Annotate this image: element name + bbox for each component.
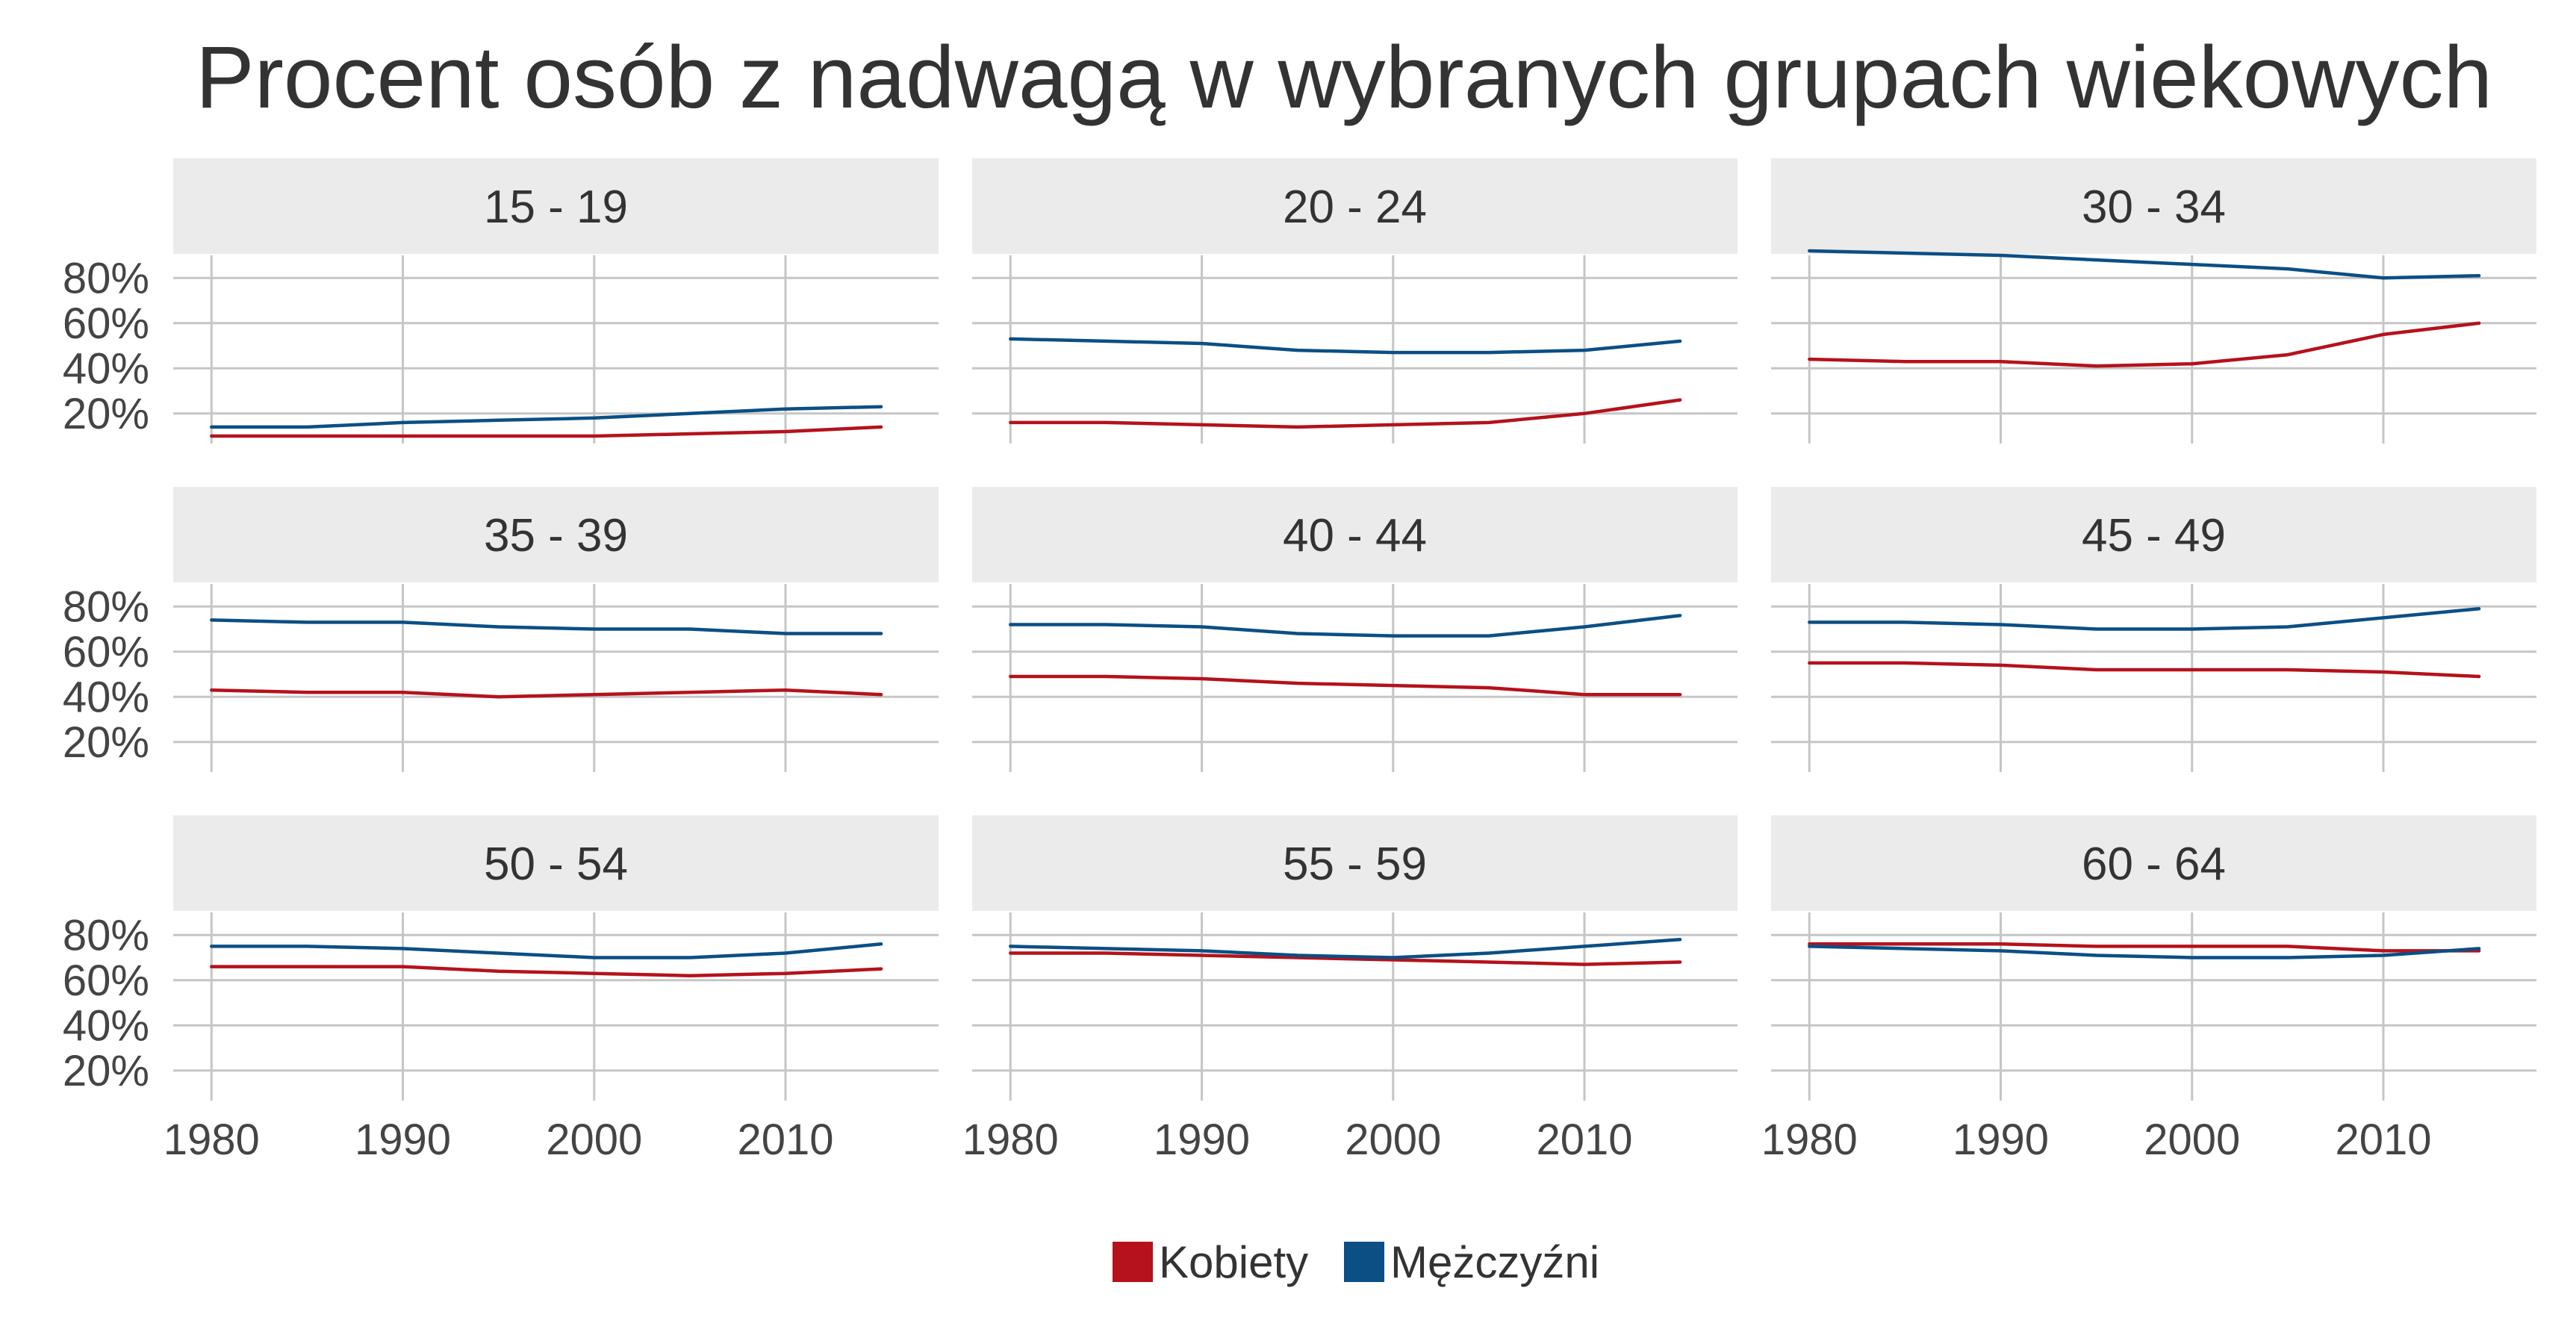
y-tick-label: 40% [63, 344, 149, 393]
facet-strip [173, 487, 939, 582]
y-tick-label: 80% [63, 254, 149, 302]
series-line-kobiety [1009, 674, 1682, 697]
x-tick-label: 1990 [355, 1116, 451, 1164]
facet-label: 60 - 64 [2082, 839, 2226, 890]
x-tick-label: 1990 [1953, 1116, 2049, 1164]
x-tick-label: 1980 [164, 1116, 260, 1164]
legend: Kobiety Mężczyźni [1113, 1237, 1599, 1287]
series-line-mezczyzni [210, 942, 883, 959]
facet-strip [1771, 815, 2536, 911]
series-line-mezczyzni [1808, 945, 2481, 959]
series-line-mezczyzni [1808, 249, 2481, 280]
legend-label-kobiety: Kobiety [1159, 1237, 1308, 1287]
legend-key-mezczyzni [1344, 1242, 1384, 1282]
y-tick-label: 40% [63, 673, 149, 721]
y-tick-label: 20% [63, 1047, 149, 1095]
series-line-kobiety [1808, 942, 2481, 953]
x-tick-label: 2010 [1536, 1116, 1632, 1164]
facet-label: 40 - 44 [1283, 510, 1427, 561]
series-line-mezczyzni [1009, 938, 1682, 959]
legend-item-kobiety: Kobiety [1113, 1237, 1308, 1287]
facet-panel: 60 - 64 1980 1990 2000 2010 [1761, 815, 2536, 1164]
facet-label: 45 - 49 [2082, 510, 2226, 561]
y-tick-label: 60% [63, 956, 149, 1005]
facet-strip [1771, 487, 2536, 582]
facet-label: 15 - 19 [484, 181, 628, 233]
facet-label: 35 - 39 [484, 510, 628, 561]
series-line-kobiety [1808, 661, 2481, 679]
facet-strip [972, 815, 1737, 911]
legend-item-mezczyzni: Mężczyźni [1344, 1237, 1599, 1287]
y-tick-label: 40% [63, 1001, 149, 1050]
x-tick-label: 1980 [1761, 1116, 1858, 1164]
series-line-mezczyzni [1009, 337, 1682, 355]
facet-label: 50 - 54 [484, 839, 628, 890]
chart-title: Procent osób z nadwagą w wybranych grupa… [196, 28, 2492, 127]
facet-panel: 40 - 44 [972, 487, 1737, 772]
legend-label-mezczyzni: Mężczyźni [1390, 1237, 1599, 1287]
facet-panel: 15 - 19 20%40%60%80% [63, 158, 939, 444]
facet-label: 20 - 24 [1283, 181, 1427, 233]
facet-strip [972, 487, 1737, 582]
series-line-mezczyzni [1009, 614, 1682, 638]
y-tick-label: 60% [63, 628, 149, 676]
series-line-kobiety [210, 425, 883, 438]
series-line-mezczyzni [210, 618, 883, 635]
facet-strip [173, 158, 939, 254]
facet-label: 30 - 34 [2082, 181, 2226, 233]
series-line-kobiety [210, 688, 883, 699]
facet-panel: 55 - 59 1980 1990 2000 2010 [962, 815, 1737, 1164]
facet-strip [173, 815, 939, 911]
x-tick-label: 2000 [1345, 1116, 1441, 1164]
facet-strip [1771, 158, 2536, 254]
series-line-kobiety [210, 965, 883, 977]
series-line-kobiety [1009, 951, 1682, 966]
facet-panel: 30 - 34 [1771, 158, 2536, 444]
x-tick-label: 2000 [546, 1116, 642, 1164]
y-tick-label: 60% [63, 299, 149, 348]
facet-panel: 50 - 54 20%40%60%80% 1980 1990 2000 2010 [63, 815, 939, 1164]
x-tick-label: 2000 [2144, 1116, 2240, 1164]
y-tick-label: 80% [63, 582, 149, 631]
y-tick-label: 20% [63, 718, 149, 767]
series-line-mezczyzni [210, 405, 883, 429]
series-line-mezczyzni [1808, 607, 2481, 631]
facet-panel: 45 - 49 [1771, 487, 2536, 772]
x-tick-label: 2010 [737, 1116, 833, 1164]
y-tick-label: 80% [63, 911, 149, 959]
x-tick-label: 1990 [1154, 1116, 1250, 1164]
series-line-kobiety [1009, 398, 1682, 429]
facet-strip [972, 158, 1737, 254]
series-line-kobiety [1808, 321, 2481, 368]
legend-key-kobiety [1113, 1242, 1153, 1282]
x-tick-label: 1980 [962, 1116, 1059, 1164]
y-tick-label: 20% [63, 390, 149, 438]
facet-panel: 35 - 39 20%40%60%80% [63, 487, 939, 772]
x-tick-label: 2010 [2335, 1116, 2431, 1164]
facet-label: 55 - 59 [1283, 839, 1427, 890]
facet-panel: 20 - 24 [972, 158, 1737, 444]
